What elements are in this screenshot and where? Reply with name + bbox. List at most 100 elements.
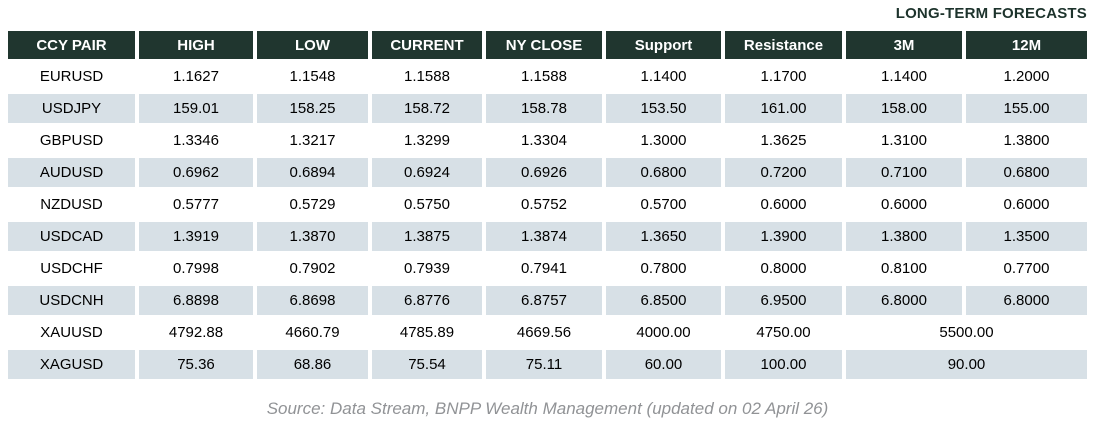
value-cell: 4785.89 xyxy=(372,318,482,347)
value-cell: 1.1588 xyxy=(486,62,602,91)
value-cell: 158.25 xyxy=(257,94,368,123)
value-cell: 75.11 xyxy=(486,350,602,379)
value-cell: 1.3800 xyxy=(966,126,1087,155)
value-cell: 1.1588 xyxy=(372,62,482,91)
column-header-3m: 3M xyxy=(846,31,962,59)
ccy-pair-cell: AUDUSD xyxy=(8,158,135,187)
value-cell: 0.5750 xyxy=(372,190,482,219)
value-cell: 1.3000 xyxy=(606,126,721,155)
value-cell: 4000.00 xyxy=(606,318,721,347)
table-row: NZDUSD 0.5777 0.5729 0.5750 0.5752 0.5700 0.60… xyxy=(8,190,1087,219)
table-row: EURUSD 1.1627 1.1548 1.1588 1.1588 1.1400 1.17… xyxy=(8,62,1087,91)
value-cell: 155.00 xyxy=(966,94,1087,123)
value-cell: 0.6894 xyxy=(257,158,368,187)
value-cell: 1.3500 xyxy=(966,222,1087,251)
ccy-pair-cell: XAGUSD xyxy=(8,350,135,379)
value-cell: 0.6000 xyxy=(966,190,1087,219)
value-cell: 0.6962 xyxy=(139,158,253,187)
ccy-pair-cell: GBPUSD xyxy=(8,126,135,155)
ccy-pair-cell: XAUUSD xyxy=(8,318,135,347)
value-cell: 6.8898 xyxy=(139,286,253,315)
value-cell: 1.2000 xyxy=(966,62,1087,91)
value-cell: 1.3650 xyxy=(606,222,721,251)
value-cell: 0.7902 xyxy=(257,254,368,283)
value-cell: 158.00 xyxy=(846,94,962,123)
value-cell: 0.7700 xyxy=(966,254,1087,283)
value-cell: 1.3299 xyxy=(372,126,482,155)
value-cell: 6.8776 xyxy=(372,286,482,315)
value-cell: 4660.79 xyxy=(257,318,368,347)
value-cell: 6.9500 xyxy=(725,286,842,315)
value-cell: 0.8100 xyxy=(846,254,962,283)
source-note: Source: Data Stream, BNPP Wealth Managem… xyxy=(266,399,829,418)
value-cell: 1.3800 xyxy=(846,222,962,251)
table-body: EURUSD 1.1627 1.1548 1.1588 1.1588 1.1400 1.17… xyxy=(8,62,1087,379)
value-cell: 158.72 xyxy=(372,94,482,123)
value-cell: 159.01 xyxy=(139,94,253,123)
value-cell: 1.3875 xyxy=(372,222,482,251)
column-header-ccy-pair: CCY PAIR xyxy=(8,31,135,59)
value-cell: 60.00 xyxy=(606,350,721,379)
value-cell: 1.1627 xyxy=(139,62,253,91)
value-cell: 1.3870 xyxy=(257,222,368,251)
value-cell: 0.6924 xyxy=(372,158,482,187)
table-row: USDCNH 6.8898 6.8698 6.8776 6.8757 6.8500 6.95… xyxy=(8,286,1087,315)
value-cell: 153.50 xyxy=(606,94,721,123)
value-cell: 0.6800 xyxy=(606,158,721,187)
value-cell: 0.6000 xyxy=(846,190,962,219)
merged-forecast-cell: 5500.00 xyxy=(846,318,1087,347)
value-cell: 6.8500 xyxy=(606,286,721,315)
ccy-pair-cell: USDJPY xyxy=(8,94,135,123)
table-row: USDCHF 0.7998 0.7902 0.7939 0.7941 0.7800 0.80… xyxy=(8,254,1087,283)
column-header-current: CURRENT xyxy=(372,31,482,59)
column-header-ny-close: NY CLOSE xyxy=(486,31,602,59)
value-cell: 1.1548 xyxy=(257,62,368,91)
value-cell: 0.6926 xyxy=(486,158,602,187)
value-cell: 158.78 xyxy=(486,94,602,123)
table-row: AUDUSD 0.6962 0.6894 0.6924 0.6926 0.6800 0.72… xyxy=(8,158,1087,187)
forecast-table: CCY PAIR HIGH LOW CURRENT NY CLOSE Support Res… xyxy=(4,28,1091,382)
value-cell: 100.00 xyxy=(725,350,842,379)
value-cell: 1.3919 xyxy=(139,222,253,251)
value-cell: 0.7941 xyxy=(486,254,602,283)
value-cell: 6.8000 xyxy=(966,286,1087,315)
value-cell: 0.5729 xyxy=(257,190,368,219)
column-header-low: LOW xyxy=(257,31,368,59)
value-cell: 1.3217 xyxy=(257,126,368,155)
merged-forecast-cell: 90.00 xyxy=(846,350,1087,379)
ccy-pair-cell: NZDUSD xyxy=(8,190,135,219)
value-cell: 1.1400 xyxy=(846,62,962,91)
ccy-pair-cell: USDCAD xyxy=(8,222,135,251)
column-header-12m: 12M xyxy=(966,31,1087,59)
value-cell: 1.3900 xyxy=(725,222,842,251)
value-cell: 6.8000 xyxy=(846,286,962,315)
value-cell: 68.86 xyxy=(257,350,368,379)
value-cell: 4669.56 xyxy=(486,318,602,347)
value-cell: 75.54 xyxy=(372,350,482,379)
value-cell: 0.5777 xyxy=(139,190,253,219)
value-cell: 1.3346 xyxy=(139,126,253,155)
value-cell: 1.3100 xyxy=(846,126,962,155)
value-cell: 0.8000 xyxy=(725,254,842,283)
table-row: USDJPY 159.01 158.25 158.72 158.78 153.50 161.… xyxy=(8,94,1087,123)
table-row: GBPUSD 1.3346 1.3217 1.3299 1.3304 1.3000 1.36… xyxy=(8,126,1087,155)
value-cell: 4792.88 xyxy=(139,318,253,347)
value-cell: 0.7100 xyxy=(846,158,962,187)
ccy-pair-cell: USDCHF xyxy=(8,254,135,283)
column-header-support: Support xyxy=(606,31,721,59)
ccy-pair-cell: USDCNH xyxy=(8,286,135,315)
page-title: LONG-TERM FORECASTS xyxy=(895,5,1087,22)
value-cell: 161.00 xyxy=(725,94,842,123)
table-row: XAGUSD 75.36 68.86 75.54 75.11 60.00 100.00 90.… xyxy=(8,350,1087,379)
value-cell: 0.7800 xyxy=(606,254,721,283)
value-cell: 0.5700 xyxy=(606,190,721,219)
value-cell: 0.6800 xyxy=(966,158,1087,187)
column-header-high: HIGH xyxy=(139,31,253,59)
value-cell: 1.3304 xyxy=(486,126,602,155)
column-header-resistance: Resistance xyxy=(725,31,842,59)
value-cell: 1.1700 xyxy=(725,62,842,91)
value-cell: 1.1400 xyxy=(606,62,721,91)
value-cell: 6.8757 xyxy=(486,286,602,315)
ccy-pair-cell: EURUSD xyxy=(8,62,135,91)
